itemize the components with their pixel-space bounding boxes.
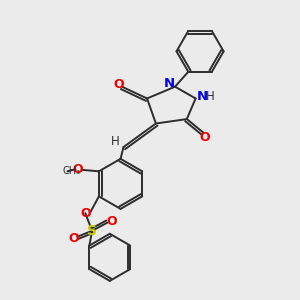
- Text: O: O: [199, 131, 210, 144]
- Text: O: O: [113, 78, 124, 91]
- Text: H: H: [206, 91, 215, 103]
- Text: O: O: [68, 232, 79, 245]
- Text: O: O: [80, 207, 91, 220]
- Text: O: O: [72, 163, 83, 176]
- Text: N: N: [196, 90, 208, 103]
- Text: CH₃: CH₃: [63, 166, 81, 176]
- Text: S: S: [87, 224, 97, 238]
- Text: N: N: [164, 77, 175, 90]
- Text: H: H: [111, 135, 120, 148]
- Text: O: O: [106, 214, 117, 228]
